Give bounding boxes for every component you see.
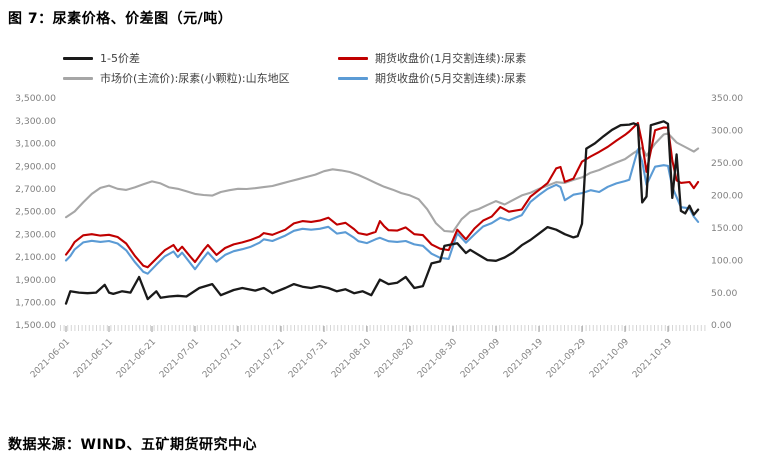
right-axis-tick: 200.00 [711,190,743,201]
data-source-note: 数据来源：WIND、五矿期货研究中心 [8,437,257,453]
legend-item-market-price: 市场价(主流价):尿素(小颗粒):山东地区 [63,71,290,85]
legend-swatch-market-price [63,76,93,80]
series-line-0 [64,120,700,305]
x-axis-tick-label: 2021-09-29 [545,337,588,380]
x-axis-tick-label: 2021-07-31 [287,337,330,380]
left-axis-tick: 1,900.00 [15,275,56,286]
left-axis-tick: 3,300.00 [15,116,56,127]
x-axis-tick-label: 2021-07-11 [201,337,244,380]
x-axis-tick-label: 2021-08-30 [416,337,460,381]
legend-label-jan-futures: 期货收盘价(1月交割连续):尿素 [375,52,527,65]
x-axis-tick-label: 2021-07-21 [244,337,287,380]
left-axis-tick: 2,300.00 [15,229,56,240]
series-line-2 [64,132,700,233]
left-axis-tick: 3,500.00 [15,93,56,104]
x-axis-tick-label: 2021-08-20 [373,337,417,381]
right-axis-tick: 100.00 [711,255,743,266]
left-axis-tick: 3,100.00 [15,139,56,150]
left-axis-tick: 2,500.00 [15,207,56,218]
x-axis-tick-label: 2021-10-19 [631,337,674,380]
right-axis-tick: 250.00 [711,158,743,169]
x-axis-tick-label: 2021-06-11 [72,337,115,380]
left-axis-tick: 1,700.00 [15,298,56,309]
x-axis-tick-label: 2021-09-19 [502,337,545,380]
series-line-3 [64,148,700,275]
right-axis-tick: 350.00 [711,93,743,104]
legend-label-market-price: 市场价(主流价):尿素(小颗粒):山东地区 [100,72,290,85]
right-axis-tick: 0.00 [711,320,732,331]
legend-label-may-futures: 期货收盘价(5月交割连续):尿素 [375,72,527,85]
left-axis-tick: 2,100.00 [15,252,56,263]
right-axis-tick: 50.00 [711,288,737,299]
left-axis-tick: 2,700.00 [15,184,56,195]
x-axis-tick-label: 2021-08-10 [330,337,374,381]
x-axis-tick-label: 2021-09-09 [459,337,502,380]
chart-legend: 1-5价差 期货收盘价(1月交割连续):尿素 市场价(主流价):尿素(小颗粒):… [0,0,772,96]
legend-swatch-jan-futures [338,56,368,60]
x-axis-tick-label: 2021-07-01 [158,337,201,380]
right-axis-tick: 300.00 [711,126,743,137]
right-axis-tick: 150.00 [711,223,743,234]
series-line-1 [64,121,700,269]
legend-label-spread: 1-5价差 [100,52,140,65]
left-axis-tick: 2,900.00 [15,161,56,172]
x-axis-tick-label: 2021-06-21 [115,337,158,380]
legend-item-spread: 1-5价差 [63,51,140,65]
left-axis-tick: 1,500.00 [15,320,56,331]
x-axis-tick-label: 2021-10-09 [588,337,631,380]
legend-item-may-futures: 期货收盘价(5月交割连续):尿素 [338,71,526,85]
chart-title: 图 7：尿素价格、价差图（元/吨） [8,11,233,27]
legend-swatch-may-futures [338,76,368,80]
legend-item-jan-futures: 期货收盘价(1月交割连续):尿素 [338,51,526,65]
x-axis-tick-label: 2021-06-01 [29,337,72,380]
legend-swatch-spread [63,56,93,60]
